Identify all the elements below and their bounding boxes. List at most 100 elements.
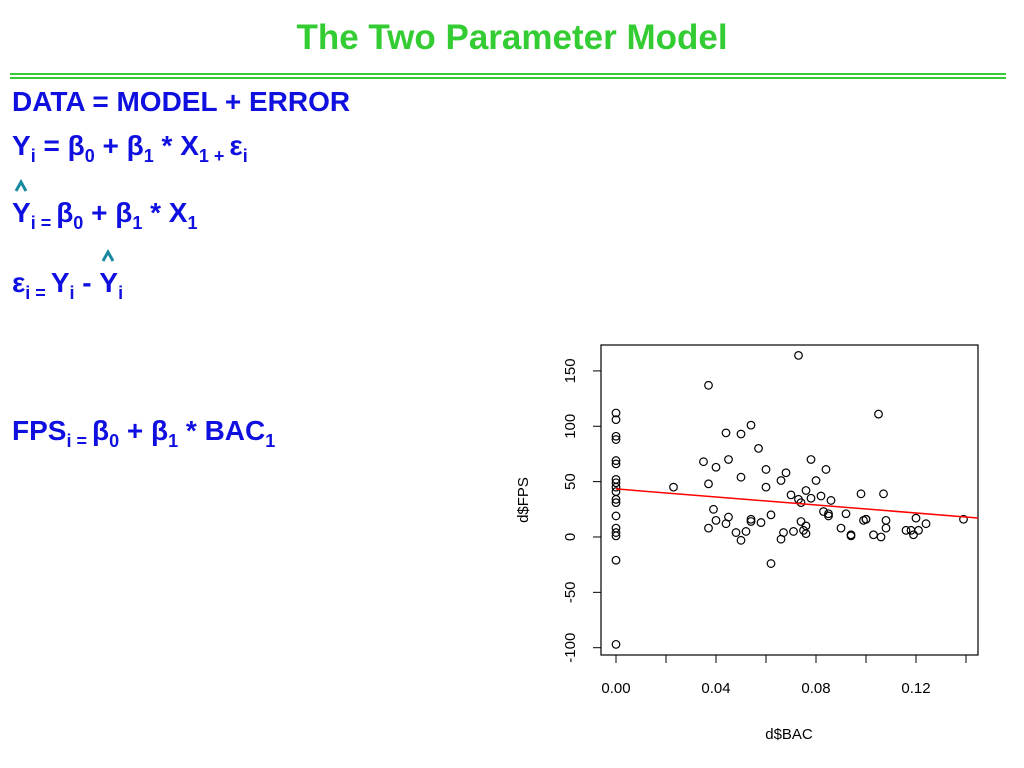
equation-text: DATA = MODEL + ERROR: [12, 86, 351, 117]
subscript: 1: [187, 213, 198, 233]
point: [861, 514, 871, 524]
equation-text: ε: [229, 130, 243, 161]
point: [789, 527, 798, 536]
x-tick-label: 0.00: [601, 680, 630, 697]
point: [921, 519, 931, 529]
equation-text: * X: [153, 130, 199, 161]
point: [856, 489, 866, 499]
y-tick-label: 50: [562, 473, 579, 490]
point: [779, 528, 788, 537]
x-tick-label: 0.04: [701, 680, 730, 697]
point: [611, 415, 621, 425]
y-axis-label: d$FPS: [515, 477, 532, 523]
subscript: 1: [143, 146, 154, 166]
point: [881, 523, 891, 533]
point: [911, 513, 921, 523]
subscript: 0: [109, 431, 120, 451]
point: [781, 468, 791, 478]
point: [756, 518, 766, 527]
point: [914, 525, 923, 535]
equation-text: = β: [35, 130, 85, 161]
hat-stroke: [14, 179, 28, 192]
y-tick-label: -100: [562, 633, 579, 663]
point: [611, 456, 621, 465]
equation-text: β: [91, 415, 110, 446]
hat: [14, 179, 28, 192]
y-tick-label: 100: [562, 414, 579, 439]
point: [806, 455, 816, 464]
x-axis-label: d$BAC: [765, 726, 813, 743]
point: [824, 509, 833, 519]
point: [731, 528, 741, 537]
point: [724, 455, 733, 464]
point: [794, 351, 803, 360]
point: [611, 431, 621, 441]
subscript: 1 +: [198, 146, 230, 166]
x-tick-label: 0.12: [901, 680, 930, 697]
point: [704, 479, 713, 489]
equation: εi = Yi - Yi: [12, 249, 124, 304]
point: [876, 532, 886, 542]
point: [846, 531, 856, 541]
subscript: 1: [265, 431, 276, 451]
point: [611, 528, 621, 537]
point: [746, 517, 756, 526]
point: [776, 476, 786, 485]
point: [836, 523, 846, 533]
hat-symbol: Y: [99, 249, 119, 299]
point: [704, 380, 713, 390]
y-tick-label: -50: [562, 581, 579, 603]
point: [711, 515, 721, 525]
equation-text: Y: [50, 267, 70, 298]
point: [819, 507, 828, 516]
equation-text: + β: [83, 197, 133, 228]
subscript: i =: [30, 213, 57, 233]
point: [821, 465, 831, 474]
point: [611, 408, 621, 418]
point: [766, 559, 776, 568]
point: [611, 523, 621, 533]
equation: FPSi = β0 + β1 * BAC1: [12, 415, 275, 452]
equation-text: + β: [94, 130, 144, 161]
point: [611, 555, 621, 565]
equation-text: Y: [12, 130, 31, 161]
subscript: i =: [25, 283, 51, 303]
point: [869, 530, 878, 540]
point: [611, 639, 621, 649]
subscript: i: [69, 283, 75, 303]
subscript: i: [30, 146, 36, 166]
equation-text: * X: [142, 197, 188, 228]
point: [611, 435, 621, 444]
point: [841, 509, 851, 519]
point: [909, 530, 918, 540]
point: [879, 489, 888, 499]
point: [699, 457, 708, 467]
regression-line: [615, 488, 979, 519]
equation-text: ε: [12, 267, 26, 298]
point: [786, 490, 796, 500]
point: [826, 496, 836, 505]
point: [796, 517, 806, 526]
point: [611, 531, 621, 541]
point: [611, 459, 621, 469]
equation-text: Y: [99, 267, 119, 298]
subscript: 1: [168, 431, 179, 451]
point: [669, 482, 678, 492]
point: [796, 498, 806, 508]
y-tick-label: 150: [562, 358, 579, 383]
subscript: i: [118, 283, 124, 303]
point: [611, 482, 621, 492]
point: [801, 521, 811, 531]
title-rule: [10, 73, 1006, 75]
subscript: 1: [132, 213, 143, 233]
y-tick-label: 0: [562, 533, 579, 541]
point: [611, 498, 621, 508]
hat-stroke: [102, 249, 115, 262]
equation-text: + β: [119, 415, 169, 446]
point: [816, 491, 826, 501]
point: [766, 510, 776, 520]
point: [874, 409, 883, 419]
point: [811, 476, 821, 485]
point: [736, 535, 746, 545]
point: [901, 525, 911, 535]
